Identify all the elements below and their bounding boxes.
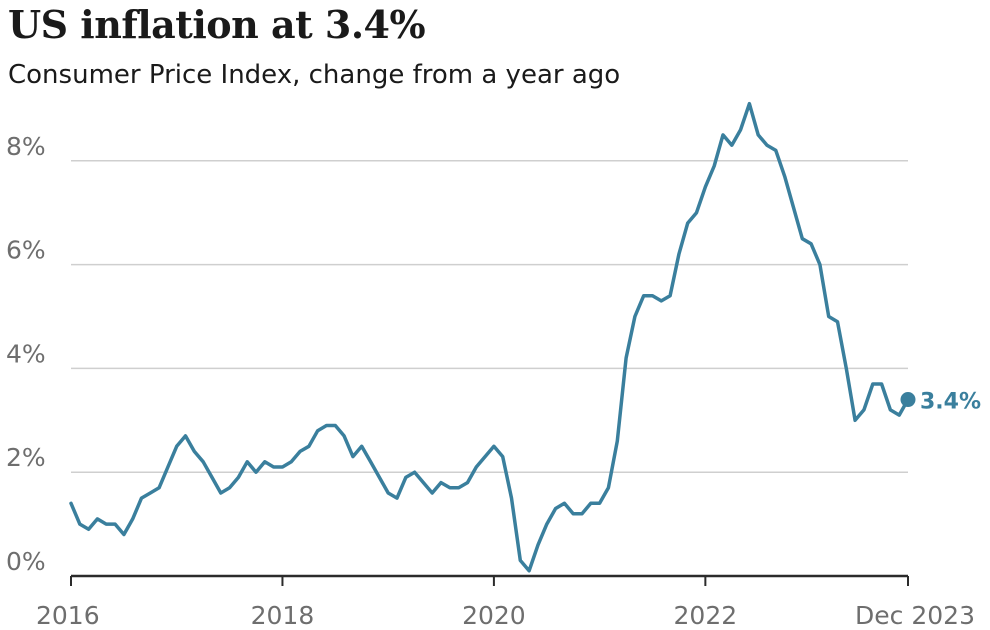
chart-subtitle: Consumer Price Index, change from a year…: [8, 60, 621, 90]
chart-title: US inflation at 3.4%: [8, 2, 426, 47]
y-tick-label: 2%: [6, 443, 46, 472]
x-axis-ticks: 2016 2018 2020 2022 Dec 2023: [36, 576, 975, 630]
gridlines: [71, 160, 908, 473]
series-line: [69, 101, 910, 573]
y-tick-label: 0%: [6, 547, 46, 576]
x-tick-label: 2022: [674, 601, 738, 630]
end-value-label: 3.4%: [920, 390, 981, 415]
x-tick-label: 2018: [251, 601, 315, 630]
end-point-marker: [900, 392, 916, 408]
y-tick-label: 8%: [6, 132, 46, 161]
x-tick-label: 2020: [462, 601, 526, 630]
y-tick-label: 4%: [6, 339, 46, 368]
y-tick-label: 6%: [6, 236, 46, 265]
x-tick-label: 2016: [36, 601, 100, 630]
y-axis-ticks: 0% 2% 4% 6% 8%: [6, 132, 46, 576]
x-tick-label: Dec 2023: [855, 601, 975, 630]
